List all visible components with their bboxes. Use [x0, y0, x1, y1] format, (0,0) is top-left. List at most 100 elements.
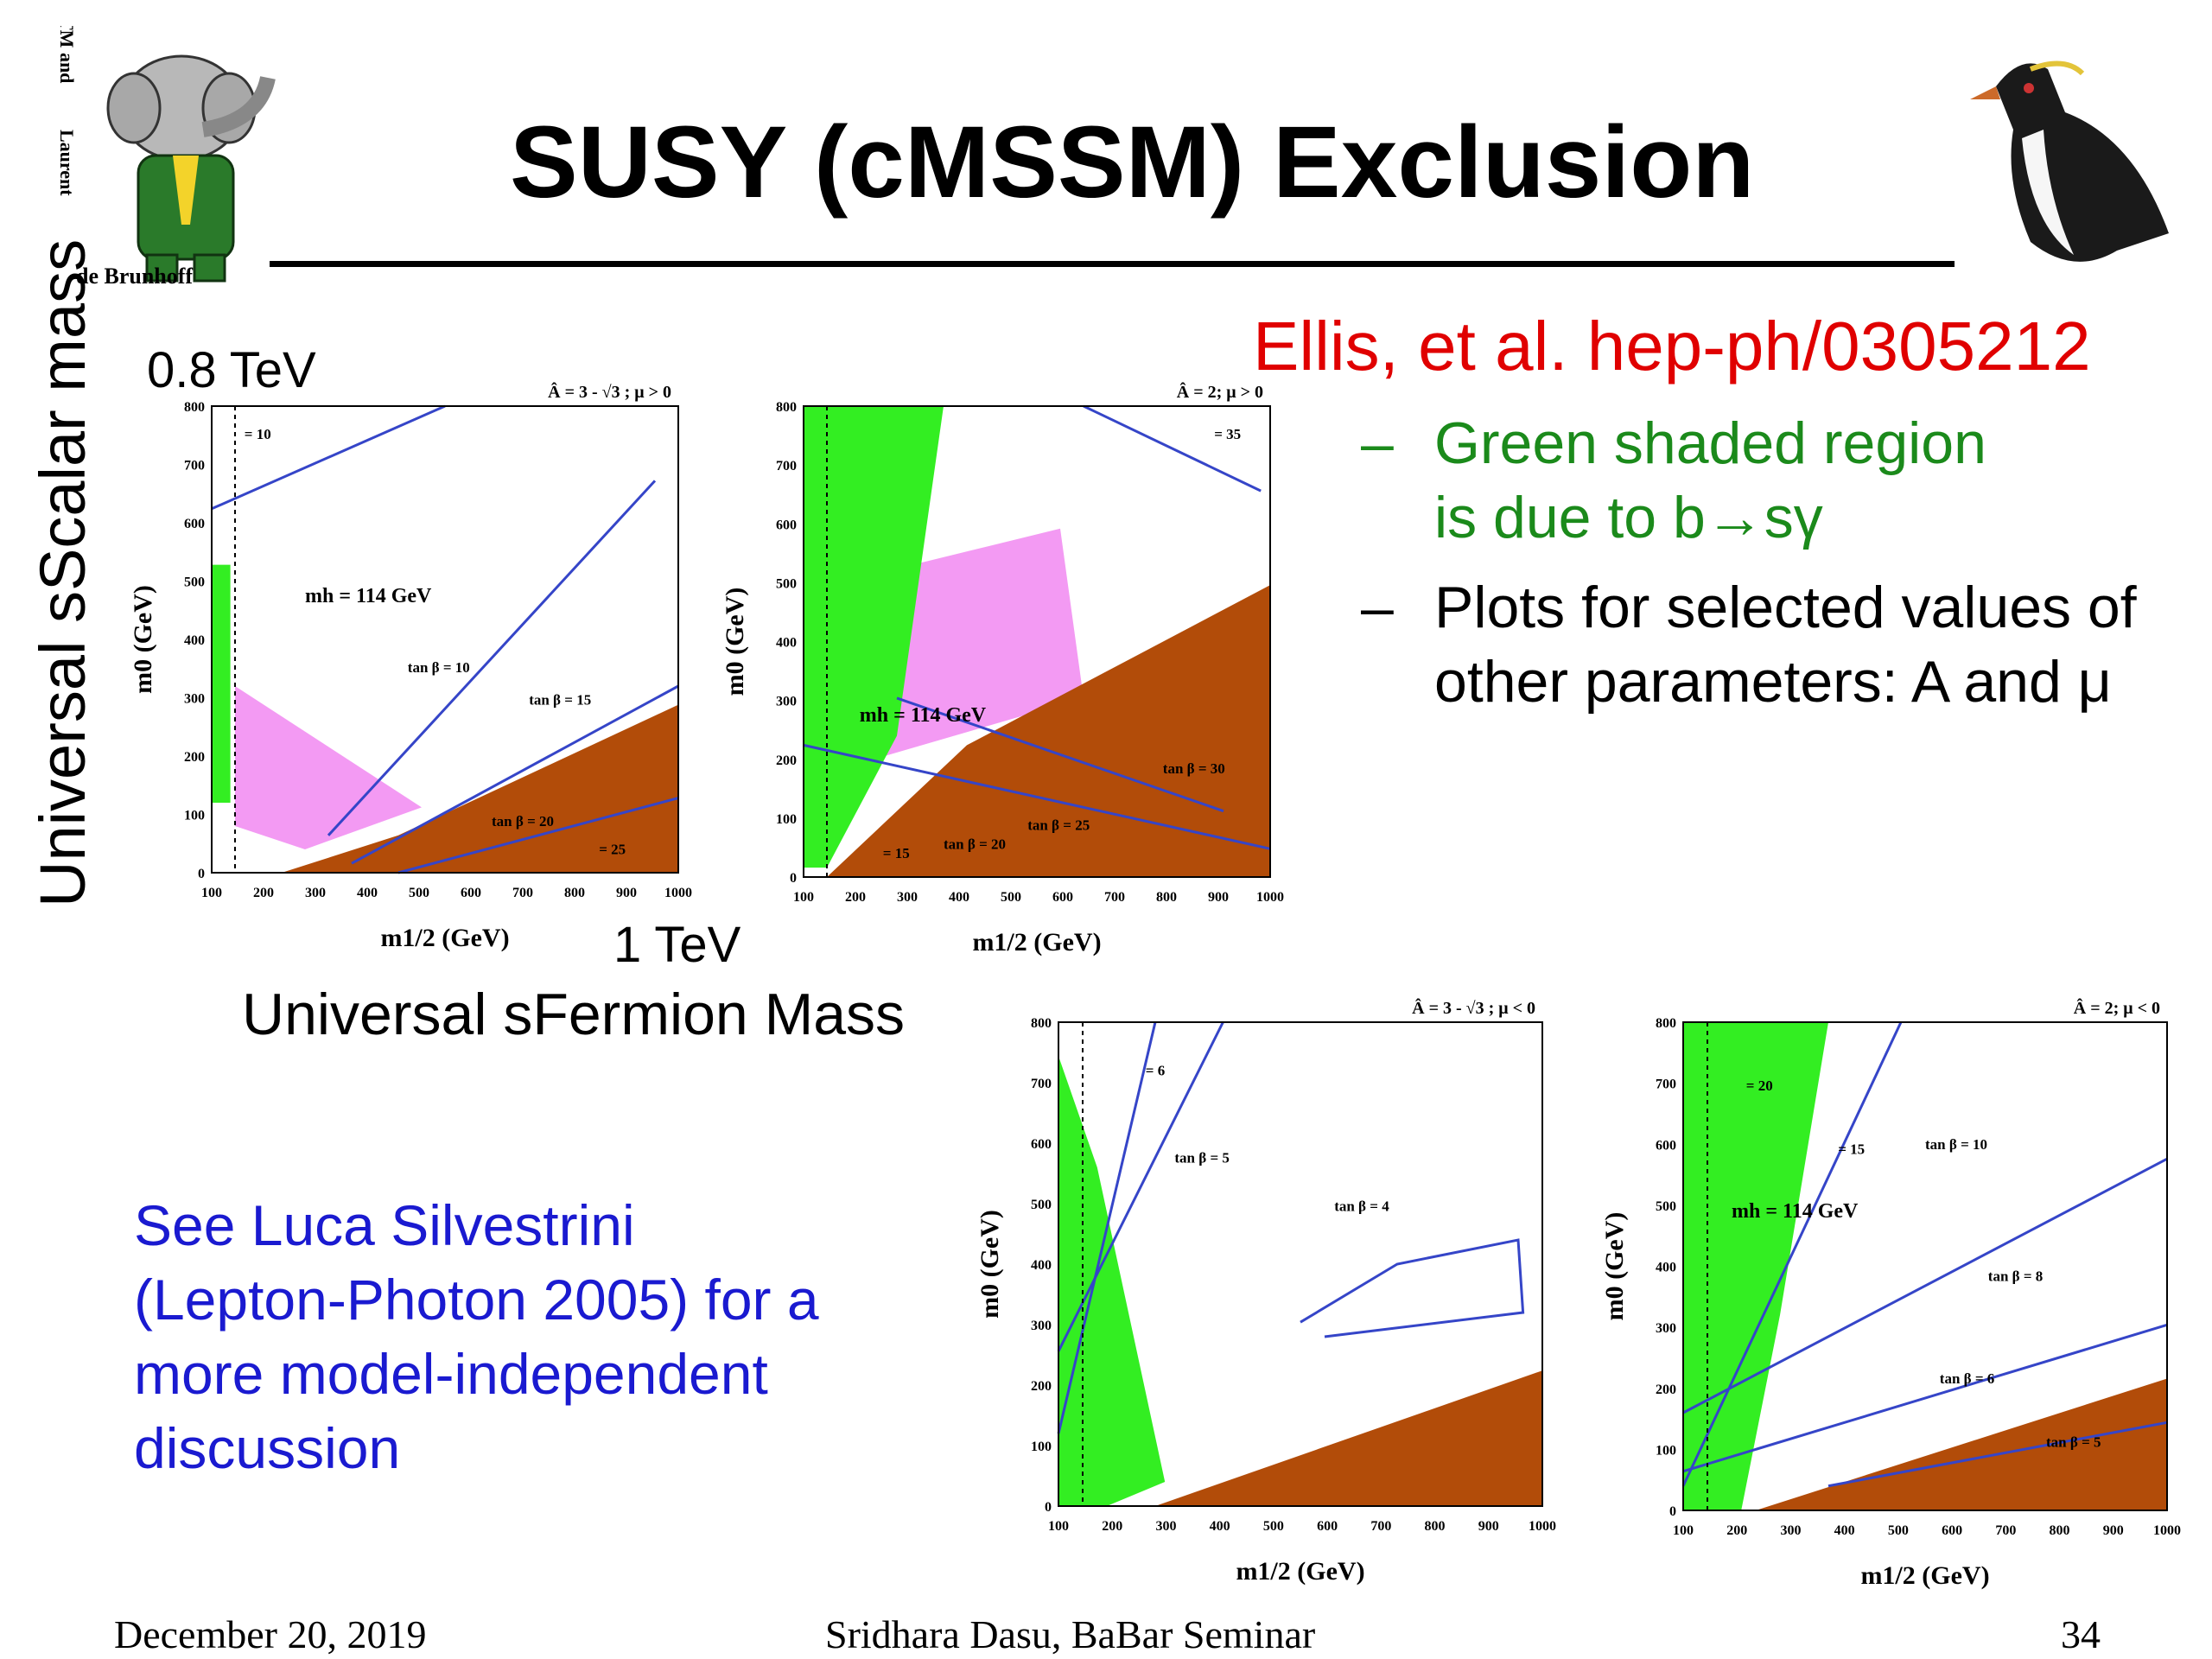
tanbeta-contour	[327, 480, 657, 836]
contour-annotation: tan β = 25	[1027, 817, 1090, 834]
x-tick-label: 600	[1052, 890, 1073, 905]
footer-date: December 20, 2019	[114, 1612, 427, 1656]
y-tick-label: 700	[776, 459, 797, 474]
contour-annotation: tan β = 10	[1925, 1136, 1987, 1153]
x-tick-label: 800	[1156, 890, 1177, 905]
x-tick-label: 200	[1102, 1519, 1122, 1534]
charged-lsp-region	[1756, 1378, 2167, 1510]
y-tick-label: 100	[1031, 1440, 1052, 1454]
y-tick-label: 0	[1045, 1500, 1052, 1515]
logo-brand-text: de Brunhoff	[76, 264, 193, 289]
x-tick-label: 700	[1104, 890, 1125, 905]
contour-annotation: = 10	[245, 426, 271, 442]
y-tick-label: 0	[1669, 1504, 1676, 1519]
note-line: more model-independent	[134, 1342, 768, 1406]
contour-annotation: tan β = 20	[492, 813, 554, 830]
note-line: (Lepton-Photon 2005) for a	[134, 1268, 819, 1332]
bullet-dash: –	[1361, 410, 1394, 476]
x-tick-label: 500	[1263, 1519, 1284, 1534]
plot-frame	[1682, 1021, 2168, 1511]
x-tick-label: 800	[564, 886, 585, 900]
y-tick-label: 600	[776, 518, 797, 532]
x-tick-label: 500	[1001, 890, 1021, 905]
tanbeta-contour	[896, 696, 1224, 813]
x-tick-label: 1000	[1256, 890, 1284, 905]
contour-annotation: tan β = 5	[1174, 1149, 1230, 1166]
contour-annotation: tan β = 5	[2046, 1434, 2101, 1451]
x-tick-label: 900	[2103, 1523, 2124, 1538]
bullet-line: Green shaded region	[1434, 410, 1986, 476]
x-tick-label: 900	[1208, 890, 1229, 905]
y-tick-label: 100	[1656, 1443, 1676, 1458]
tanbeta-contour	[397, 797, 679, 874]
x-tick-label: 500	[1888, 1523, 1909, 1538]
tanbeta-contour	[1827, 1421, 2168, 1488]
y-max-label: 0.8 TeV	[147, 342, 316, 398]
contour-annotation: = 15	[883, 845, 910, 861]
footer-presenter: Sridhara Dasu, BaBar Seminar	[825, 1612, 1316, 1656]
x-axis-label: m1/2 (GeV)	[380, 924, 509, 952]
y-tick-label: 800	[1031, 1016, 1052, 1031]
bullet-line: Plots for selected values of	[1434, 575, 2137, 640]
x-axis-label: m1/2 (GeV)	[1860, 1561, 1989, 1590]
tanbeta-contour	[1682, 1157, 2168, 1414]
x-tick-label: 100	[201, 886, 222, 900]
logo-copyright-text: Laurent	[56, 130, 78, 196]
x-tick-label: 1000	[2153, 1523, 2181, 1538]
pink-region	[235, 686, 422, 849]
y-tick-label: 200	[776, 753, 797, 768]
x-tick-label: 200	[1726, 1523, 1747, 1538]
x-axis-label: m1/2 (GeV)	[972, 928, 1101, 957]
x-tick-label: 300	[1155, 1519, 1176, 1534]
contour-annotation: = 35	[1214, 426, 1241, 442]
y-tick-label: 800	[776, 400, 797, 415]
y-axis-label: m0 (GeV)	[1600, 1212, 1629, 1321]
contour-annotation: tan β = 6	[1940, 1370, 1995, 1387]
chart-title: Â = 2; μ < 0	[2074, 997, 2160, 1018]
contour-annotation: mh = 114 GeV	[305, 585, 432, 607]
contour-annotation: tan β = 20	[944, 836, 1006, 852]
tanbeta-contour	[803, 743, 1271, 850]
x-tick-label: 100	[1673, 1523, 1694, 1538]
x-tick-label: 600	[1317, 1519, 1338, 1534]
x-tick-label: 300	[305, 886, 326, 900]
x-tick-label: 400	[949, 890, 969, 905]
y-tick-label: 300	[776, 695, 797, 709]
x-tick-label: 800	[2050, 1523, 2070, 1538]
x-tick-label: 400	[357, 886, 378, 900]
reference-text: Ellis, et al. hep-ph/0305212	[1253, 308, 2091, 385]
cmssm-chart-2: Â = 2; μ > 0 100 200 300 400 500 600 700 800 900 1…	[721, 381, 1284, 957]
tanbeta-contour	[1681, 1021, 1903, 1487]
x-tick-label: 900	[616, 886, 637, 900]
x-tick-label: 1000	[1529, 1519, 1556, 1534]
y-tick-label: 0	[790, 871, 797, 886]
x-tick-label: 600	[461, 886, 481, 900]
y-tick-label: 400	[1656, 1261, 1676, 1275]
x-tick-label: 700	[1995, 1523, 2016, 1538]
bullet-line: other parameters: A and μ	[1434, 649, 2112, 715]
tanbeta-contour	[211, 404, 446, 511]
x-axis-label: m1/2 (GeV)	[1236, 1557, 1364, 1586]
contour-annotation: tan β = 30	[1163, 760, 1225, 777]
slide-title: SUSY (cMSSM) Exclusion	[510, 105, 1755, 219]
bsg-excluded-region	[1058, 1056, 1166, 1506]
contour-annotation: tan β = 10	[408, 659, 470, 676]
y-tick-label: 200	[184, 750, 205, 765]
babar-elephant-logo: TM and Laurent de Brunhoff	[52, 17, 294, 294]
penguin-image	[1944, 35, 2186, 285]
y-tick-label: 600	[1031, 1137, 1052, 1152]
contour-annotation: = 20	[1746, 1077, 1773, 1094]
note-line: See Luca Silvestrini	[134, 1193, 635, 1257]
cmssm-chart-4: Â = 2; μ < 0 100 200 300 400 500 600 700 800 900 1…	[1600, 997, 2181, 1590]
x-tick-label: 600	[1942, 1523, 1962, 1538]
y-tick-label: 300	[1031, 1319, 1052, 1333]
y-tick-label: 500	[1031, 1198, 1052, 1212]
x-tick-label: 100	[793, 890, 814, 905]
plot-frame	[803, 405, 1271, 878]
bsg-excluded-region	[1683, 1022, 1828, 1510]
y-tick-label: 400	[184, 633, 205, 648]
x-tick-label: 400	[1834, 1523, 1855, 1538]
y-axis-label: m0 (GeV)	[721, 588, 749, 696]
